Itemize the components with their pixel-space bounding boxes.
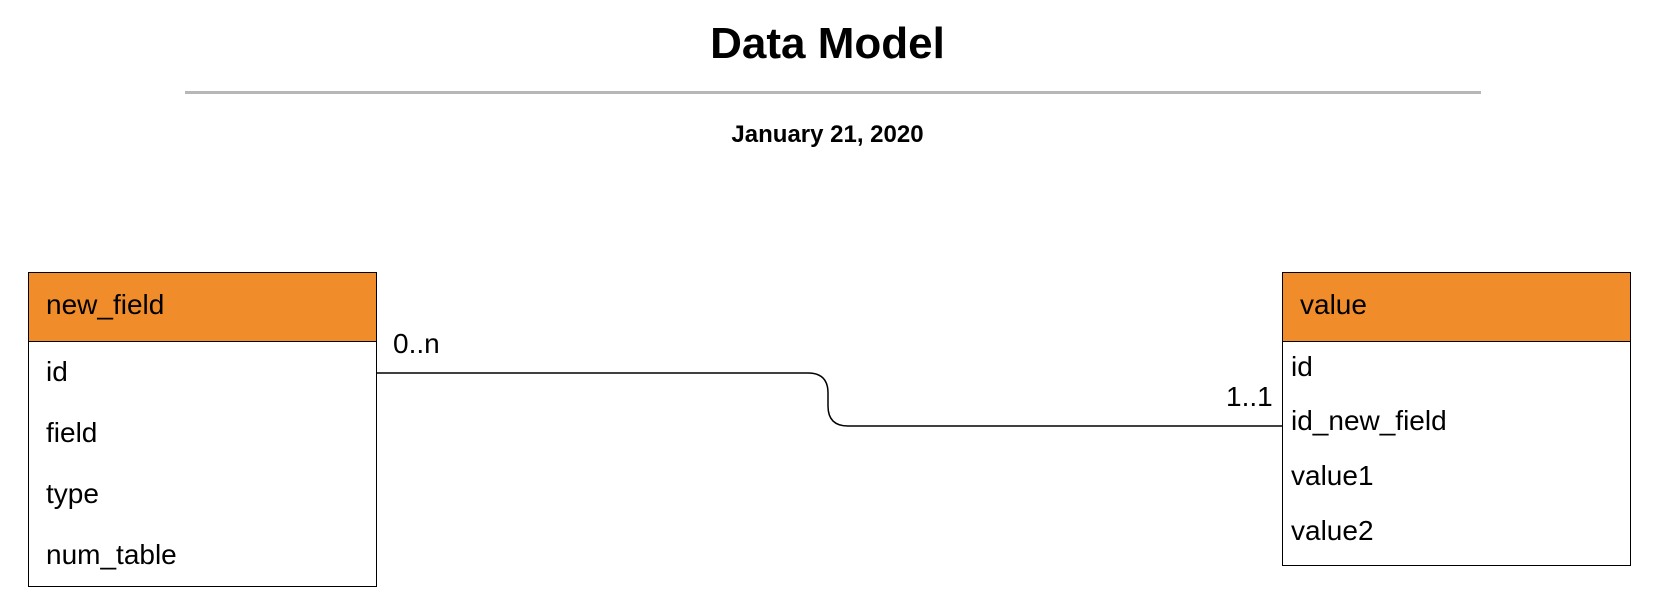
page-date: January 21, 2020 (731, 121, 924, 148)
entity-field: id_new_field (1291, 405, 1447, 436)
entity-new-field[interactable]: new_field id field type num_table (28, 272, 377, 587)
entity-field: id (46, 356, 68, 387)
entity-header: new_field (29, 273, 376, 342)
entity-header: value (1283, 273, 1630, 342)
relationship-line (377, 372, 1282, 427)
cardinality-to-label: 1..1 (1226, 381, 1273, 412)
entity-field: type (46, 478, 99, 509)
entity-value[interactable]: value id id_new_field value1 value2 (1282, 272, 1631, 566)
entity-field: id (1291, 351, 1313, 382)
cardinality-from-label: 0..n (393, 328, 440, 359)
entity-field: num_table (46, 539, 177, 570)
entity-field: field (46, 417, 98, 448)
page-title: Data Model (710, 19, 945, 68)
entity-field: value2 (1291, 515, 1374, 546)
title-divider (185, 91, 1481, 94)
entity-field: value1 (1291, 460, 1374, 491)
